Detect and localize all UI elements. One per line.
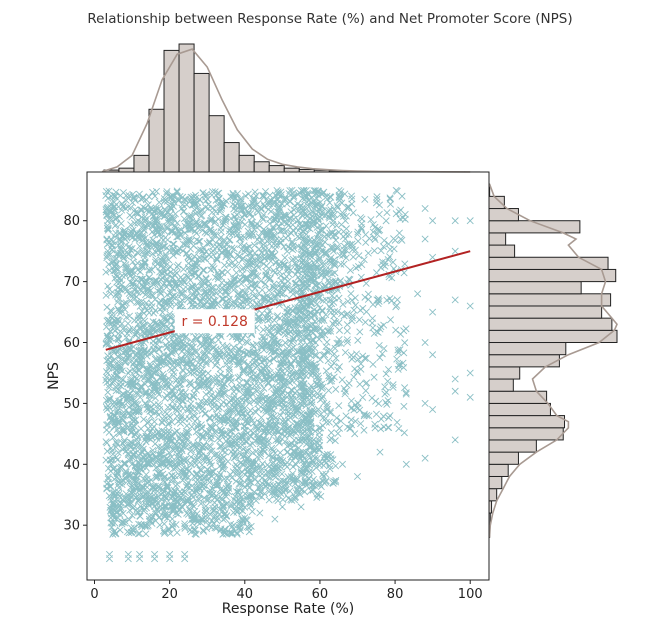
right-hist-bar bbox=[488, 305, 603, 319]
top-kde-curve bbox=[101, 48, 471, 173]
right-hist-bar bbox=[488, 402, 551, 417]
top-hist-bar bbox=[223, 142, 240, 173]
correlation-label: r = 0.128 bbox=[182, 314, 248, 330]
y-tick-label: 70 bbox=[63, 275, 80, 290]
top-hist-bar bbox=[283, 167, 300, 173]
right-hist-bar bbox=[488, 475, 503, 490]
annotation-box bbox=[174, 309, 255, 334]
chart-title: Relationship between Response Rate (%) a… bbox=[87, 11, 572, 27]
scatter-markers bbox=[102, 186, 474, 563]
top-hist-bar bbox=[178, 43, 195, 173]
x-tick-label: 100 bbox=[458, 587, 483, 602]
right-hist-bar bbox=[488, 451, 519, 465]
right-hist-bar bbox=[488, 439, 537, 453]
x-tick-label: 40 bbox=[237, 587, 254, 602]
right-hist-bar bbox=[488, 317, 613, 331]
x-tick-label: 0 bbox=[90, 587, 98, 602]
y-tick-label: 60 bbox=[63, 336, 80, 351]
top-hist-bar bbox=[163, 49, 180, 173]
y-tick-label: 50 bbox=[63, 397, 80, 412]
right-hist-bar bbox=[488, 488, 498, 502]
top-hist-bar bbox=[133, 154, 150, 173]
y-axis-ticks: 30 40 50 60 70 80 bbox=[63, 214, 87, 534]
top-hist-bar bbox=[238, 154, 255, 173]
right-kde-curve bbox=[488, 183, 618, 538]
plot-frame bbox=[86, 171, 490, 581]
y-tick-label: 30 bbox=[63, 519, 80, 534]
top-hist-bar bbox=[253, 161, 270, 173]
scatter-points bbox=[102, 186, 474, 563]
x-axis-ticks: 0 20 40 60 80 100 bbox=[90, 580, 483, 602]
top-marginal-histogram bbox=[101, 43, 481, 173]
y-axis-label: NPS bbox=[46, 362, 62, 390]
x-axis-label: Response Rate (%) bbox=[222, 601, 354, 617]
right-hist-bar bbox=[488, 415, 566, 429]
top-hist-bar bbox=[208, 115, 225, 173]
right-hist-bar bbox=[488, 366, 521, 380]
right-hist-bar bbox=[488, 208, 519, 222]
right-hist-bar bbox=[488, 281, 582, 295]
right-hist-bar bbox=[488, 378, 514, 392]
top-hist-bar bbox=[118, 167, 135, 173]
top-hist-bar bbox=[148, 108, 165, 173]
x-tick-label: 80 bbox=[387, 587, 404, 602]
right-hist-bar bbox=[488, 293, 612, 307]
right-hist-bar bbox=[488, 463, 509, 477]
correlation-annotation: r = 0.128 bbox=[174, 309, 255, 334]
regression-layer bbox=[105, 250, 471, 351]
y-tick-label: 80 bbox=[63, 214, 80, 229]
right-hist-bar bbox=[488, 329, 618, 344]
right-hist-bar bbox=[488, 244, 516, 258]
right-marginal-histogram bbox=[488, 183, 618, 538]
right-hist-bar bbox=[488, 342, 567, 356]
right-hist-bar bbox=[488, 232, 507, 246]
top-hist-bar bbox=[193, 72, 210, 173]
right-hist-bar bbox=[488, 427, 564, 441]
regression-line bbox=[105, 250, 471, 351]
top-hist-bar bbox=[268, 165, 285, 173]
x-tick-label: 20 bbox=[161, 587, 178, 602]
y-tick-label: 40 bbox=[63, 458, 80, 473]
right-hist-bar bbox=[488, 268, 617, 283]
x-tick-label: 60 bbox=[312, 587, 329, 602]
